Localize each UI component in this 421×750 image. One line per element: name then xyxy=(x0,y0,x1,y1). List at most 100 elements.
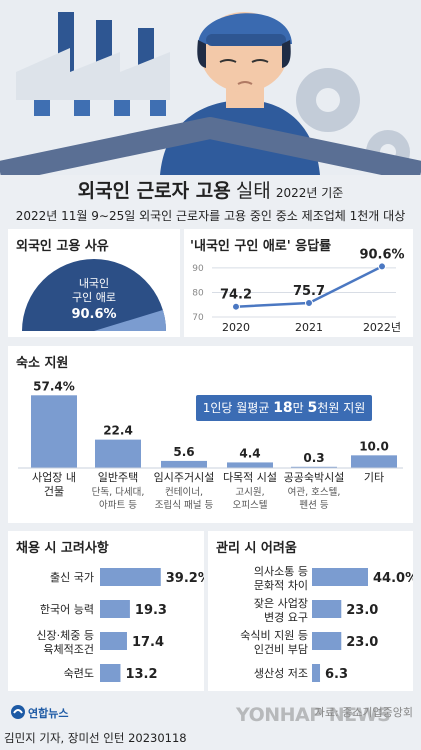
semi-label-2: 구인 애로 xyxy=(72,291,116,304)
source-note: 자료: 중소기업중앙회 xyxy=(314,706,413,719)
title-sub1: 실태 xyxy=(235,180,271,202)
hbar-category-label: 한국어 능력 xyxy=(40,603,94,616)
hbar-value-label: 44.0% xyxy=(373,571,413,586)
badge-mid: 만 xyxy=(292,401,304,415)
hbar-value-label: 23.0 xyxy=(346,603,378,618)
semi-value: 90.6% xyxy=(71,307,116,322)
category-sublabel: 컨테이너, xyxy=(165,487,203,498)
hbar xyxy=(100,632,127,650)
data-label: 90.6% xyxy=(359,247,404,262)
hiring-reason-panel: 외국인 고용 사유 내국인 구인 애로 90.6% xyxy=(8,229,180,337)
bar-value-label: 10.0 xyxy=(359,439,389,453)
hbar xyxy=(312,568,368,586)
hbar-category-label: 출신 국가 xyxy=(50,571,94,584)
category-sublabel: 고시원, xyxy=(235,487,264,498)
category-label: 다목적 시설 xyxy=(223,471,277,484)
x-tick-label: 2020 xyxy=(222,321,250,334)
hbar-value-label: 6.3 xyxy=(325,667,348,682)
y-tick-label: 90 xyxy=(192,264,204,274)
hbar-category-label-2: 육체적조건 xyxy=(43,643,94,656)
hiring-reason-chart: 내국인 구인 애로 90.6% xyxy=(22,259,166,331)
x-tick-label: 2022년 xyxy=(363,321,401,334)
bar-value-label: 5.6 xyxy=(173,445,194,459)
title-main: 외국인 근로자 고용 xyxy=(77,180,231,202)
data-point xyxy=(305,299,313,308)
hbar-value-label: 39.2% xyxy=(166,571,204,586)
category-label: 임시주거시설 xyxy=(154,471,215,484)
bar-value-label: 4.4 xyxy=(239,446,260,460)
yonhap-logo-icon xyxy=(11,705,25,719)
category-sublabel-2: 오피스텔 xyxy=(233,499,268,511)
hbar-value-label: 19.3 xyxy=(135,603,167,618)
data-label: 75.7 xyxy=(293,284,325,299)
hbar-category-label-2: 인건비 부담 xyxy=(254,643,308,656)
hbar-category-label: 생산성 저조 xyxy=(254,667,308,680)
category-label: 일반주택 xyxy=(98,470,138,484)
bar xyxy=(31,395,77,468)
header-illustration xyxy=(0,0,421,175)
badge-num2: 5 xyxy=(307,400,318,416)
housing-title: 숙소 지원 xyxy=(16,356,69,371)
hbar-category-label: 신장·체중 등 xyxy=(36,629,94,642)
category-label-line2: 건물 xyxy=(44,485,64,498)
bar-value-label: 57.4% xyxy=(33,379,75,393)
badge-num1: 18 xyxy=(273,400,293,416)
response-rate-chart: 90 80 70 74.2 2020 75.7 2021 90.6% 2022년 xyxy=(192,247,404,334)
category-label: 사업장 내 xyxy=(32,471,76,484)
bar-value-label: 0.3 xyxy=(303,451,324,465)
title-sub2: 2022년 기준 xyxy=(275,186,344,200)
semi-circle-main xyxy=(22,259,166,331)
hbar-category-label-2: 변경 요구 xyxy=(264,611,308,624)
bar xyxy=(95,439,141,468)
hbar-category-label: 잦은 사업장 xyxy=(254,597,308,610)
watermark: YONHAP NEWS xyxy=(236,704,391,726)
data-point xyxy=(378,262,386,271)
hbar-category-label-2: 문화적 차이 xyxy=(254,579,308,592)
credit-line: 김민지 기자, 장미선 인턴 20230118 xyxy=(4,731,187,745)
category-sublabel-2: 펜션 등 xyxy=(299,500,328,511)
yonhap-logo: 연합뉴스 xyxy=(28,707,69,720)
badge-suffix: 천원 지원 xyxy=(317,401,366,415)
hbar-value-label: 17.4 xyxy=(132,635,164,650)
category-label: 기타 xyxy=(364,471,384,484)
data-label: 74.2 xyxy=(220,288,252,303)
housing-badge: 1인당 월평균 18만 5천원 지원 xyxy=(196,395,372,421)
response-rate-title: '내국인 구인 애로' 응답률 xyxy=(190,239,332,254)
semi-circle-remainder xyxy=(94,310,166,331)
management-title: 관리 시 어려움 xyxy=(216,541,297,556)
category-sublabel: 여관, 호스텔, xyxy=(288,486,341,498)
hbar-value-label: 23.0 xyxy=(346,635,378,650)
hbar-category-label: 숙식비 지원 등 xyxy=(240,629,308,642)
bar-value-label: 22.4 xyxy=(103,424,133,438)
hbar xyxy=(312,600,342,618)
y-tick-label: 80 xyxy=(192,288,204,298)
hbar-category-label: 의사소통 등 xyxy=(254,565,308,578)
hiring-factors-panel: 채용 시 고려사항 39.2% 출신 국가 19.3 한국어 능력 17.4 신장·체중 … xyxy=(8,531,204,691)
badge-prefix: 1인당 월평균 xyxy=(202,401,270,415)
hiring-factors-title: 채용 시 고려사항 xyxy=(16,541,109,556)
semi-label-1: 내국인 xyxy=(79,277,109,290)
category-sublabel-2: 조립식 패널 등 xyxy=(155,499,214,511)
hbar xyxy=(312,632,342,650)
bar xyxy=(291,466,337,468)
response-rate-panel: '내국인 구인 애로' 응답률 90 80 70 74.2 2020 75.7 2021 90… xyxy=(184,229,413,337)
hbar-value-label: 13.2 xyxy=(125,667,157,682)
hbar xyxy=(100,600,130,618)
x-tick-label: 2021 xyxy=(295,321,323,334)
bar xyxy=(227,462,273,468)
hbar xyxy=(312,664,321,682)
category-sublabel: 단독, 다세대, xyxy=(92,487,145,498)
category-sublabel-2: 아파트 등 xyxy=(99,500,137,511)
data-point xyxy=(232,302,240,311)
hbar-category-label: 숙련도 xyxy=(64,667,94,680)
hbar xyxy=(100,664,121,682)
bar xyxy=(161,460,207,468)
subtitle: 2022년 11월 9∼25일 외국인 근로자를 고용 중인 중소 제조업체 1… xyxy=(15,209,406,223)
bar xyxy=(351,455,397,468)
page-title: 외국인 근로자 고용 실태 2022년 기준 xyxy=(0,176,421,203)
